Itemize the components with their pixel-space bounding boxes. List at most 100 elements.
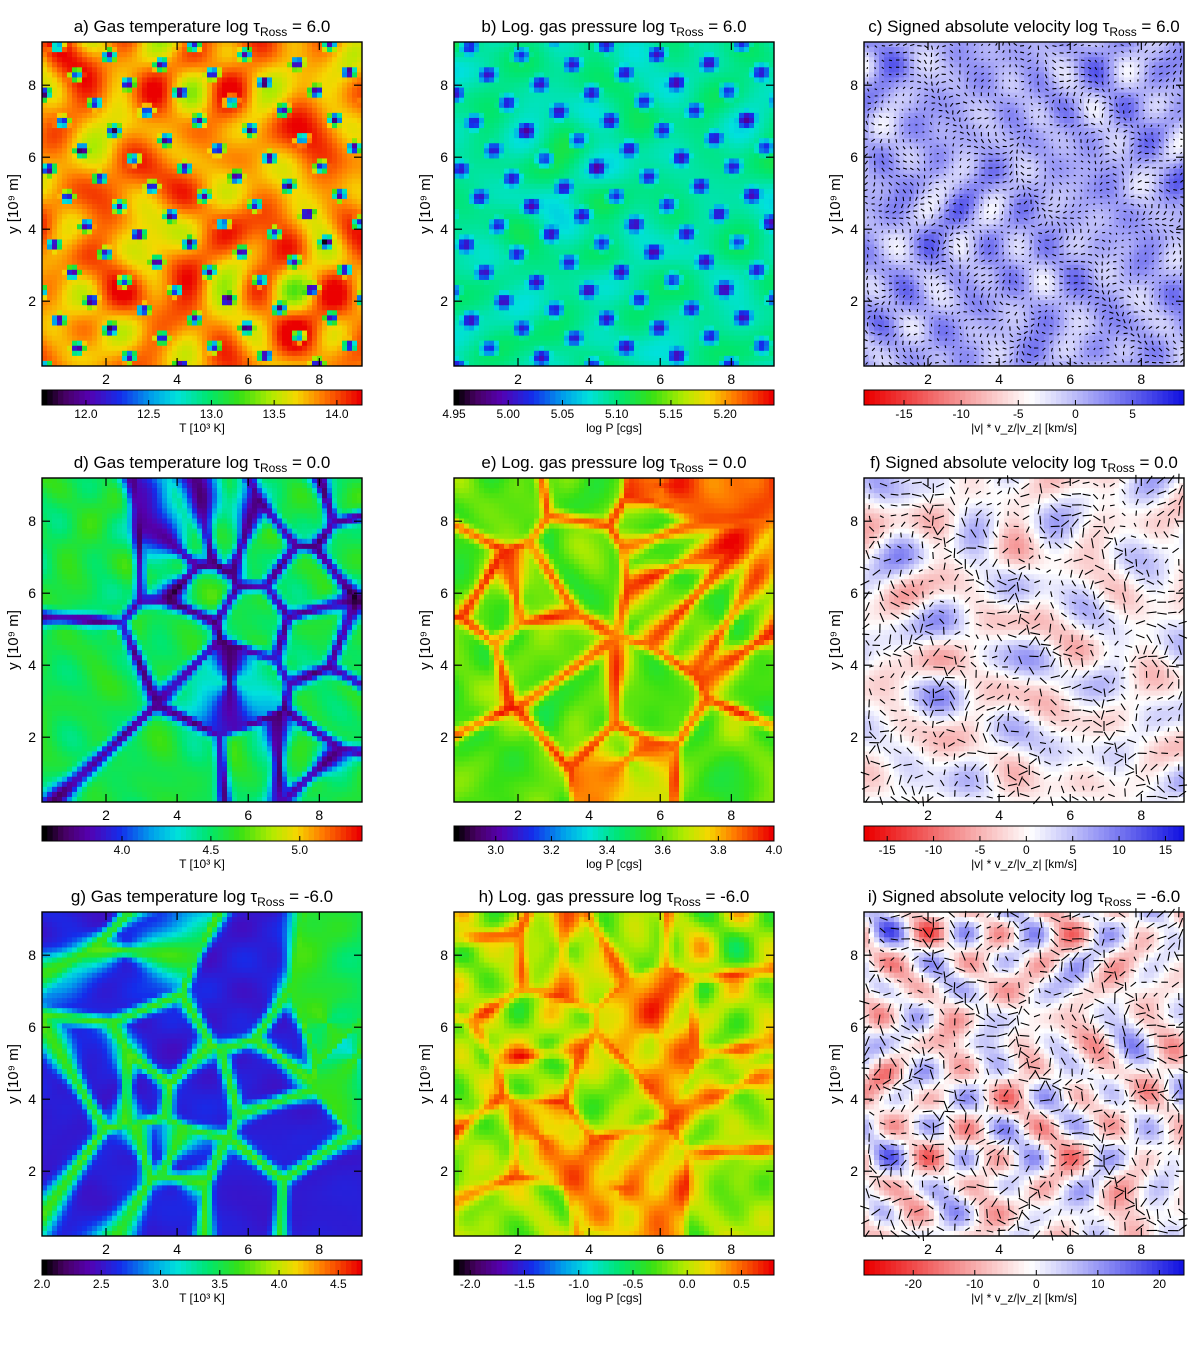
heatmap-cell <box>147 42 152 47</box>
heatmap-cell <box>257 93 262 98</box>
heatmap-cell <box>347 98 352 103</box>
heatmap-cell <box>282 57 287 62</box>
heatmap-cell <box>87 108 92 113</box>
heatmap-cell <box>292 103 297 108</box>
heatmap-cell <box>302 57 307 62</box>
heatmap-cell <box>177 57 182 62</box>
heatmap-cell <box>102 77 107 82</box>
heatmap-cell <box>262 57 267 62</box>
heatmap-cell <box>277 83 282 88</box>
heatmap-cell <box>317 88 322 93</box>
heatmap-cell <box>317 77 322 82</box>
heatmap-cell <box>107 57 112 62</box>
heatmap-cell <box>287 88 292 93</box>
heatmap-cell <box>82 88 87 93</box>
heatmap-cell <box>97 77 102 82</box>
heatmap-cell <box>102 103 107 108</box>
heatmap-cell <box>282 67 287 72</box>
heatmap-cell <box>267 42 272 47</box>
heatmap-cell <box>302 98 307 103</box>
heatmap-cell <box>182 72 187 77</box>
heatmap-cell <box>132 77 137 82</box>
heatmap-cell <box>232 62 237 67</box>
heatmap-cell <box>322 98 327 103</box>
heatmap-cell <box>222 98 227 103</box>
heatmap-cell <box>237 67 242 72</box>
heatmap-cell <box>277 67 282 72</box>
heatmap-cell <box>62 67 67 72</box>
heatmap-cell <box>47 93 52 98</box>
heatmap-cell <box>317 62 322 67</box>
heatmap-cell <box>127 52 132 57</box>
heatmap-cell <box>97 52 102 57</box>
heatmap-cell <box>352 57 357 62</box>
heatmap-cell <box>247 67 252 72</box>
heatmap-cell <box>112 88 117 93</box>
heatmap-cell <box>77 42 82 47</box>
heatmap-cell <box>252 42 257 47</box>
heatmap-cell <box>177 98 182 103</box>
heatmap-cell <box>257 47 262 52</box>
heatmap-cell <box>62 47 67 52</box>
heatmap-cell <box>132 47 137 52</box>
heatmap-cell <box>162 52 167 57</box>
heatmap-cell <box>237 47 242 52</box>
heatmap-cell <box>102 62 107 67</box>
heatmap-cell <box>342 93 347 98</box>
heatmap-cell <box>277 52 282 57</box>
heatmap-cell <box>327 77 332 82</box>
heatmap-cell <box>82 47 87 52</box>
heatmap-cell <box>57 72 62 77</box>
heatmap-cell <box>312 98 317 103</box>
heatmap-cell <box>207 93 212 98</box>
heatmap-cell <box>62 57 67 62</box>
heatmap-cell <box>337 67 342 72</box>
heatmap-cell <box>122 88 127 93</box>
heatmap-cell <box>237 98 242 103</box>
heatmap-cell <box>297 42 302 47</box>
heatmap-cell <box>277 88 282 93</box>
heatmap-cell <box>337 88 342 93</box>
heatmap-cell <box>122 52 127 57</box>
heatmap-cell <box>197 57 202 62</box>
panel-a: a) Gas temperature log τRoss = 6.02 4 6 824… <box>5 17 362 435</box>
heatmap-cell <box>257 88 262 93</box>
heatmap-cell <box>122 103 127 108</box>
heatmap-cell <box>147 77 152 82</box>
heatmap-cell <box>277 42 282 47</box>
heatmap-cell <box>122 57 127 62</box>
heatmap-cell <box>87 52 92 57</box>
heatmap-cell <box>137 67 142 72</box>
heatmap-cell <box>292 88 297 93</box>
heatmap-cell <box>187 88 192 93</box>
heatmap-cell <box>332 93 337 98</box>
heatmap-cell <box>337 98 342 103</box>
heatmap-cell <box>252 47 257 52</box>
heatmap-cell <box>122 108 127 113</box>
heatmap-cell <box>97 83 102 88</box>
heatmap-cell <box>127 62 132 67</box>
heatmap-cell <box>312 93 317 98</box>
heatmap-cell <box>152 108 157 113</box>
heatmap-cell <box>202 93 207 98</box>
heatmap-cell <box>167 67 172 72</box>
heatmap-cell <box>297 52 302 57</box>
heatmap-cell <box>177 52 182 57</box>
heatmap-cell <box>277 103 282 108</box>
heatmap-cell <box>287 67 292 72</box>
heatmap-cell <box>227 67 232 72</box>
heatmap-cell <box>227 93 232 98</box>
heatmap-cell <box>212 62 217 67</box>
heatmap-cell <box>52 57 57 62</box>
heatmap-cell <box>337 83 342 88</box>
heatmap-cell <box>232 57 237 62</box>
heatmap-cell <box>282 72 287 77</box>
heatmap-cell <box>197 52 202 57</box>
heatmap-cell <box>292 72 297 77</box>
heatmap-cell <box>242 57 247 62</box>
heatmap-cell <box>232 93 237 98</box>
heatmap-cell <box>127 72 132 77</box>
heatmap-cell <box>182 103 187 108</box>
heatmap-cell <box>252 52 257 57</box>
heatmap-cell <box>192 88 197 93</box>
